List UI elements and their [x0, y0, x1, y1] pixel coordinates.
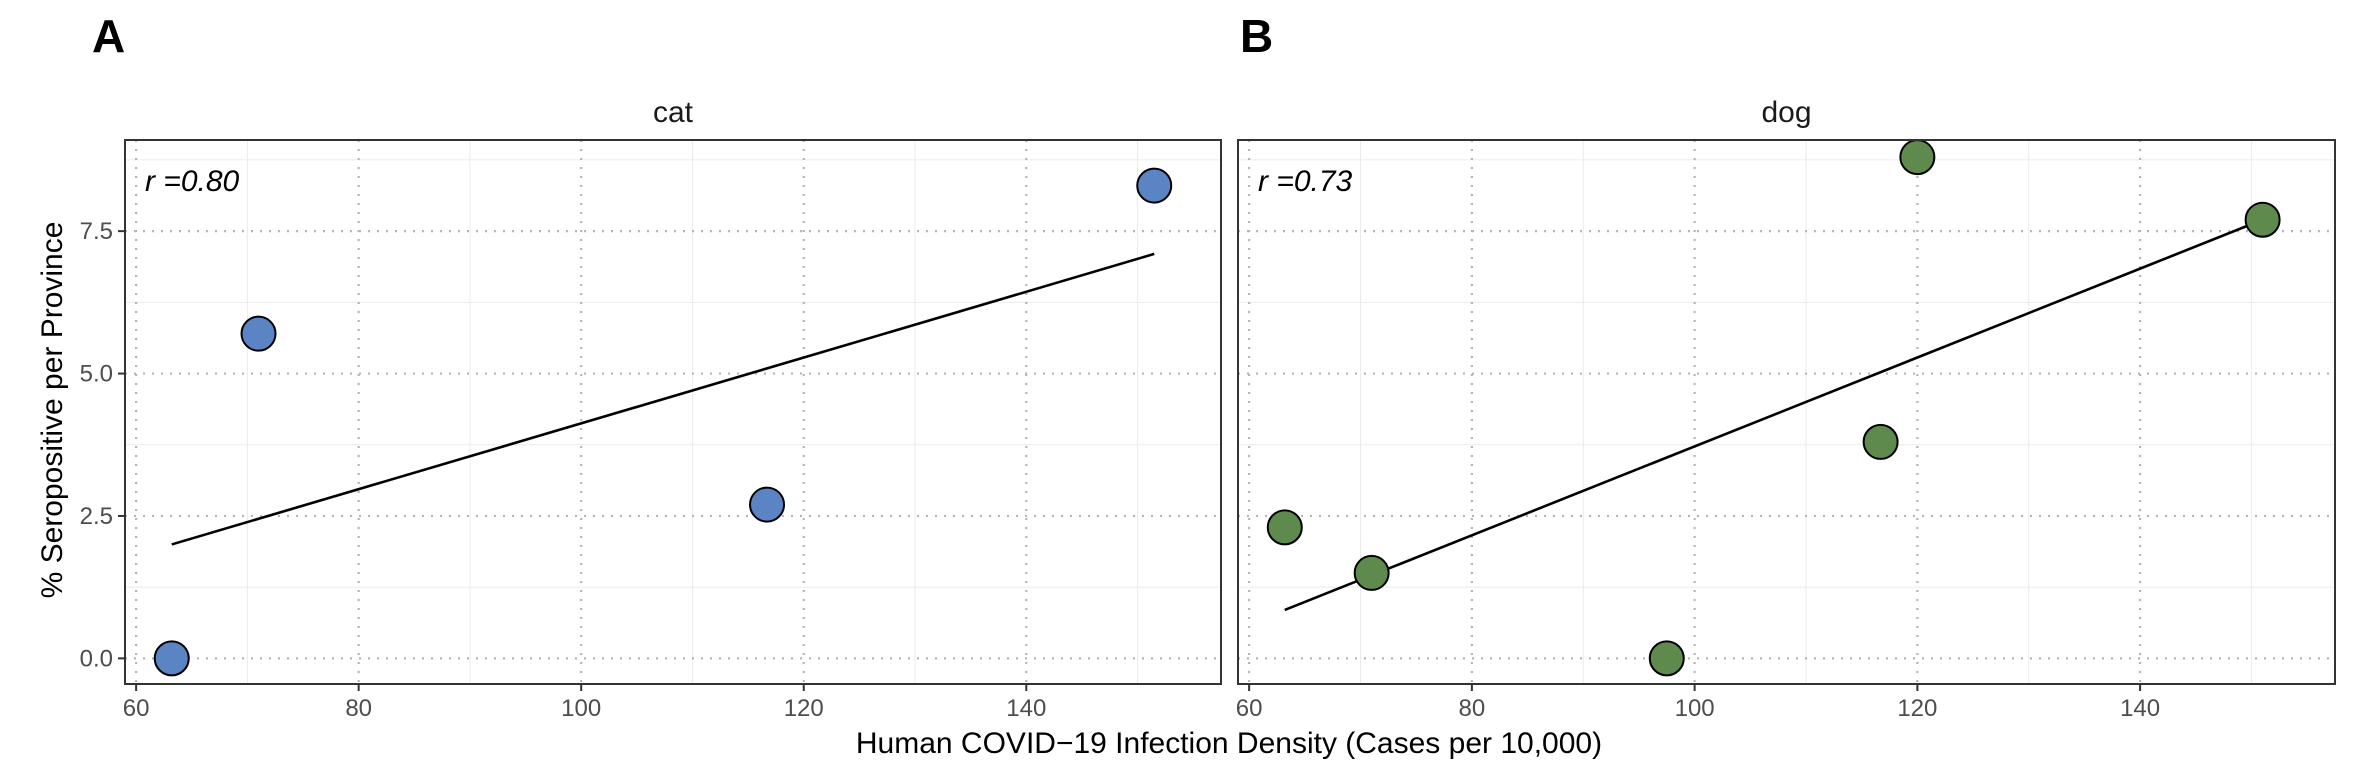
strip-label: dog	[1761, 96, 1811, 129]
strip-label: cat	[653, 96, 694, 129]
data-point	[749, 486, 786, 523]
data-point	[1648, 640, 1685, 677]
x-tick-label: 60	[1236, 695, 1263, 722]
panel-cat: cat 60 80 100 120 140 0.0 2.5 5.0 7.5 r =0.80	[80, 96, 1222, 722]
x-tick-label: 60	[123, 695, 150, 722]
x-tick-label: 140	[1006, 695, 1046, 722]
data-point	[1136, 167, 1173, 204]
y-tick-label: 0.0	[80, 645, 113, 672]
panel-letter-b: B	[1240, 10, 1273, 62]
x-tick-label: 140	[2120, 695, 2160, 722]
data-point	[153, 640, 190, 677]
fit-line	[171, 252, 1155, 546]
y-tick-label: 2.5	[80, 503, 113, 530]
x-tick-label: 80	[345, 695, 372, 722]
fit-line	[1284, 218, 2264, 612]
data-point	[1266, 509, 1303, 546]
correlation-label: r =0.73	[1258, 165, 1353, 198]
correlation-label: r =0.80	[145, 165, 240, 198]
x-tick-label: 100	[1675, 695, 1715, 722]
panel-letter-a: A	[92, 10, 125, 62]
data-point	[2244, 201, 2281, 238]
data-point	[1862, 423, 1899, 460]
x-tick-label: 100	[561, 695, 601, 722]
panel-border	[124, 139, 1222, 685]
x-tick-label: 120	[784, 695, 824, 722]
x-tick-label: 80	[1459, 695, 1486, 722]
x-tick-label: 120	[1897, 695, 1937, 722]
y-axis-title: % Seropositive per Province	[36, 222, 69, 599]
data-point	[1353, 554, 1390, 591]
y-tick-label: 7.5	[80, 218, 113, 245]
y-tick-label: 5.0	[80, 361, 113, 388]
data-point	[240, 315, 277, 352]
panel-border	[1237, 139, 2336, 685]
x-axis-title: Human COVID−19 Infection Density (Cases …	[856, 727, 1602, 760]
data-point	[1899, 139, 1936, 176]
panel-dog: dog 60 80 100 120 140 r =0.73	[1236, 96, 2336, 722]
